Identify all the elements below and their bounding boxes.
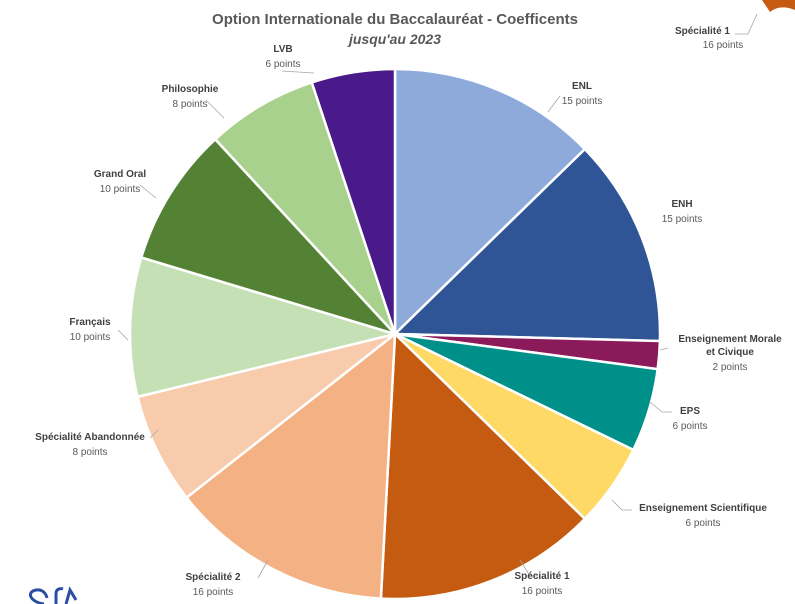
slice-points-label: 15 points — [662, 214, 703, 225]
slice-name-label: ENL — [572, 81, 592, 92]
callout-name: Spécialité 1 — [675, 26, 730, 37]
callout-leader — [735, 13, 758, 35]
pie-slices — [128, 67, 662, 601]
pie-slice-specialite-abandonnee — [136, 332, 396, 500]
slice-points-label: 6 points — [685, 518, 720, 529]
pie-slice-grand-oral — [139, 137, 400, 337]
label-leader-line — [205, 99, 225, 119]
slice-name-label: Spécialité 1 — [514, 571, 569, 582]
label-leader-line — [149, 429, 159, 439]
callout-slice-fragment — [762, 0, 795, 12]
pie-slice-lvb — [310, 67, 397, 335]
slice-name-label: ENH — [671, 199, 692, 210]
slice-points-label: 10 points — [70, 332, 111, 343]
label-leader-line — [139, 184, 157, 199]
label-leader-line — [281, 70, 315, 74]
slice-name-label: Grand Oral — [94, 169, 146, 180]
slice-points-label: 10 points — [100, 184, 141, 195]
label-leader-line — [117, 329, 129, 341]
pie-slice-philosophie — [213, 80, 397, 335]
pie-slice-specialite-2 — [184, 331, 397, 600]
chart-subtitle: jusqu'au 2023 — [347, 31, 441, 47]
slice-points-label: 8 points — [172, 99, 207, 110]
label-leader-line — [257, 559, 269, 579]
slice-name-label: et Civique — [706, 347, 754, 358]
slice-points-label: 8 points — [72, 447, 107, 458]
slice-name-label: LVB — [273, 44, 292, 55]
slice-name-label: Spécialité Abandonnée — [35, 432, 145, 443]
slice-points-label: 16 points — [193, 587, 234, 598]
label-leader-line — [547, 95, 561, 113]
corner-logo-fragment — [28, 586, 78, 604]
slice-name-label: Français — [69, 317, 111, 328]
slice-name-label: Enseignement Scientifique — [639, 503, 767, 514]
callout-fragment: Spécialité 1 16 points — [675, 0, 795, 51]
label-leader-line — [659, 347, 669, 351]
label-leader-line — [519, 559, 538, 577]
slice-name-label: Philosophie — [162, 84, 219, 95]
chart-title: Option Internationale du Baccalauréat - … — [212, 11, 578, 28]
slice-points-label: 6 points — [265, 59, 300, 70]
pie-slice-specialite-1 — [379, 331, 587, 601]
pie-slice-enh — [392, 147, 662, 343]
slice-points-label: 2 points — [712, 362, 747, 373]
slice-name-label: Spécialité 2 — [185, 572, 240, 583]
slice-points-label: 16 points — [522, 586, 563, 597]
pie-labels: ENL 15 points ENH 15 points Enseignement Mor… — [35, 44, 782, 598]
label-leader-line — [649, 401, 672, 413]
label-leader-line — [611, 499, 632, 511]
pie-slice-enl — [393, 67, 587, 337]
slice-name-label: EPS — [680, 406, 700, 417]
slice-name-label: Enseignement Morale — [678, 334, 782, 345]
pie-slice-francais — [128, 255, 400, 399]
callout-points: 16 points — [703, 40, 744, 51]
slice-points-label: 6 points — [672, 421, 707, 432]
slice-points-label: 15 points — [562, 96, 603, 107]
